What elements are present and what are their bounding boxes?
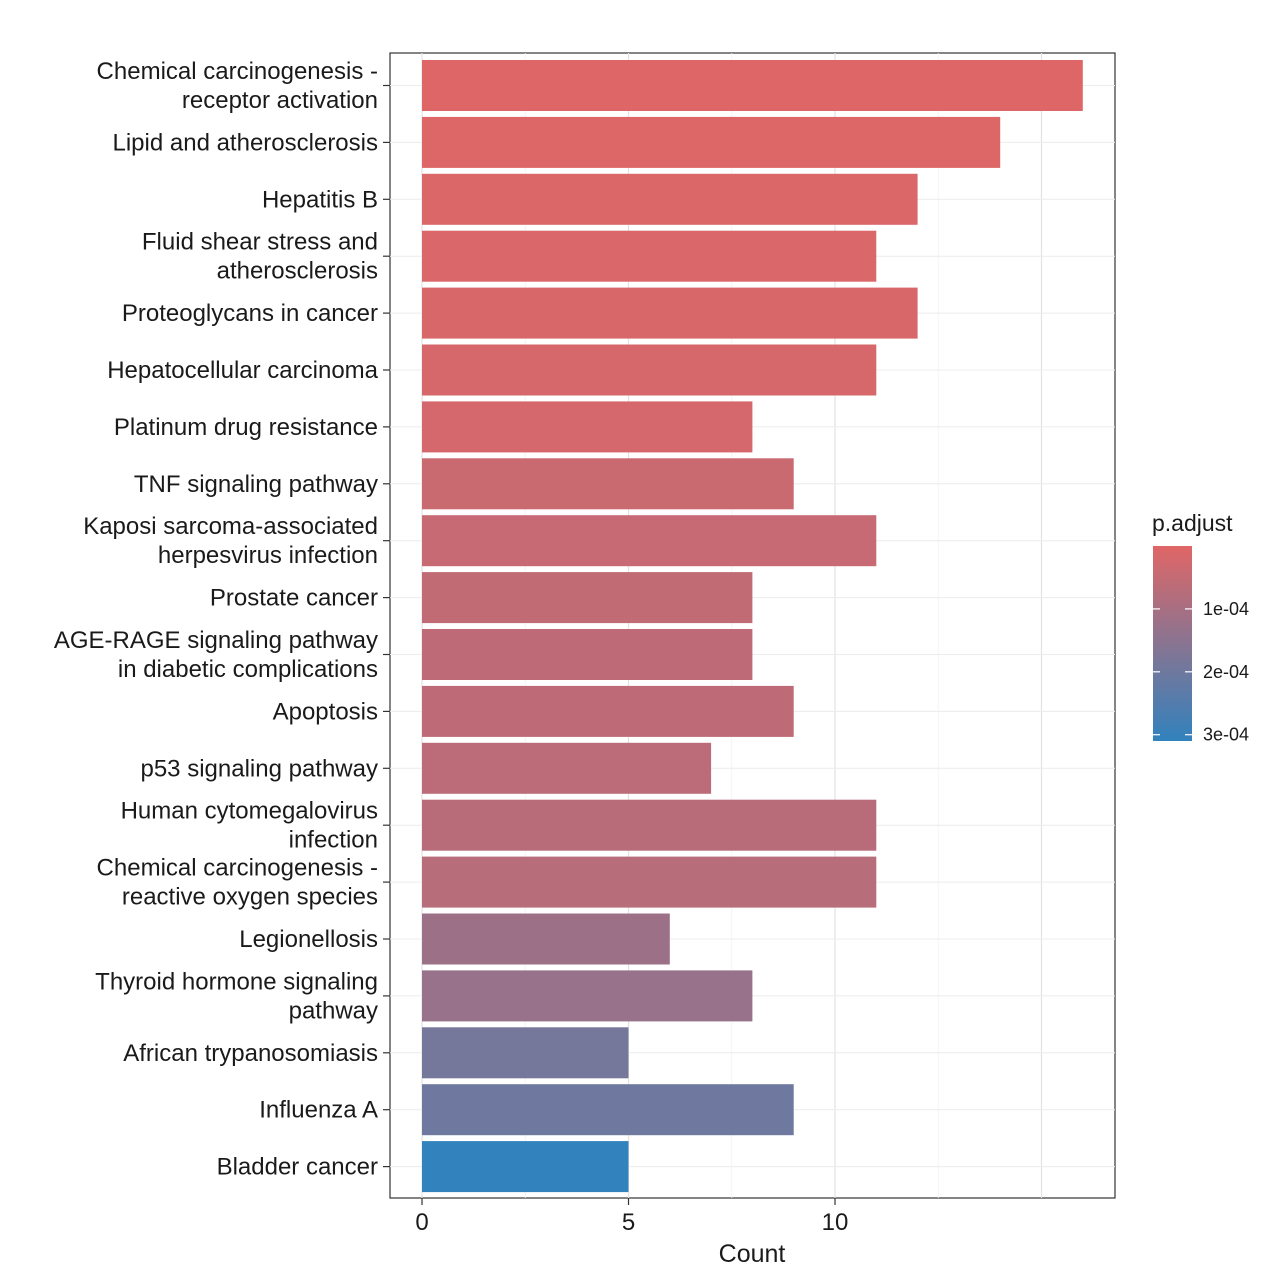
y-axis-label: TNF signaling pathway: [134, 471, 378, 498]
legend-colorbar: [1153, 546, 1192, 741]
y-axis-label: Influenza A: [259, 1097, 378, 1124]
bar: [422, 913, 670, 965]
y-axis-label: Prostate cancer: [210, 585, 378, 612]
y-axis-label: p53 signaling pathway: [140, 755, 378, 782]
y-axis-labels: Chemical carcinogenesis -receptor activa…: [54, 58, 390, 1181]
y-axis-label: Proteoglycans in cancer: [122, 300, 378, 327]
y-axis-label: Apoptosis: [273, 698, 378, 725]
y-axis-label: Fluid shear stress and atherosclerosis: [142, 229, 378, 285]
bar: [422, 799, 877, 851]
bar: [422, 970, 753, 1022]
bar: [422, 344, 877, 396]
legend-tick-label: 2e-04: [1203, 662, 1249, 682]
bar: [422, 572, 753, 624]
bar: [422, 515, 877, 567]
bar: [422, 60, 1083, 111]
x-axis-tick-label: 10: [822, 1209, 849, 1236]
bar: [422, 1084, 794, 1136]
bar: [422, 401, 753, 453]
x-axis-tick-label: 0: [415, 1209, 428, 1236]
y-axis-label: Chemical carcinogenesis -receptor activa…: [97, 58, 378, 114]
y-axis-label: Bladder cancer: [217, 1154, 378, 1181]
legend: p.adjust 1e-04 2e-04 3e-04: [1152, 510, 1249, 745]
bars-group: [422, 60, 1083, 1193]
y-axis-label: AGE-RAGE signaling pathway in diabetic co…: [54, 627, 378, 683]
bar: [422, 742, 712, 794]
legend-tick-label: 1e-04: [1203, 599, 1249, 619]
y-axis-label: Thyroid hormone signaling pathway: [95, 968, 378, 1024]
y-axis-label: Kaposi sarcoma-associated herpesvirus inf…: [83, 513, 378, 569]
bar: [422, 1141, 629, 1193]
x-axis-title: Count: [719, 1240, 786, 1268]
bar: [422, 173, 918, 225]
legend-ticks: 1e-04 2e-04 3e-04: [1153, 599, 1249, 745]
bar: [422, 1027, 629, 1079]
bar: [422, 458, 794, 510]
y-axis-label: Legionellosis: [239, 926, 378, 953]
bar: [422, 116, 1001, 168]
legend-tick-label: 3e-04: [1203, 725, 1249, 745]
y-axis-label: Hepatitis B: [262, 186, 378, 213]
legend-title: p.adjust: [1152, 510, 1233, 536]
bar: [422, 685, 794, 737]
y-axis-label: Chemical carcinogenesis -reactive oxygen…: [97, 855, 378, 911]
y-axis-label: Human cytomegalovirus infection: [121, 798, 378, 854]
x-axis-tick-label: 5: [622, 1209, 635, 1236]
bar: [422, 856, 877, 908]
y-axis-label: Hepatocellular carcinoma: [107, 357, 378, 384]
bar: [422, 230, 877, 282]
y-axis-label: Lipid and atherosclerosis: [113, 129, 379, 156]
x-axis: 0 5 10: [415, 1198, 848, 1236]
y-axis-label: Platinum drug resistance: [114, 414, 378, 441]
y-axis-label: African trypanosomiasis: [123, 1040, 378, 1067]
bar: [422, 629, 753, 680]
bar: [422, 287, 918, 339]
